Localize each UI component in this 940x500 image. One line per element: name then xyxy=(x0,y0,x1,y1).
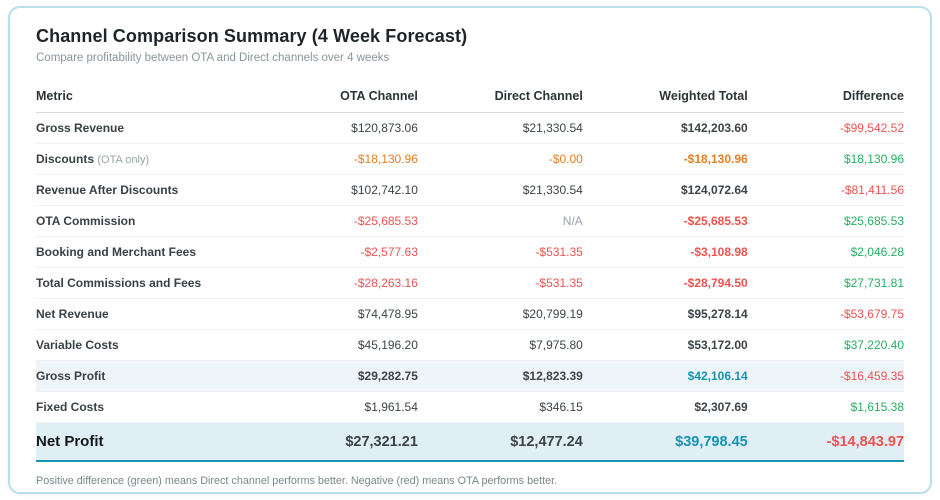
difference-cell: $1,615.38 xyxy=(747,391,904,423)
metric-label: Booking and Merchant Fees xyxy=(36,245,197,259)
table-row: Fixed Costs $1,961.54 $346.15 $2,307.69 … xyxy=(36,391,904,423)
ota-channel-cell: -$2,577.63 xyxy=(279,236,418,268)
direct-channel-cell: -$531.35 xyxy=(417,236,583,268)
metric-cell: Booking and Merchant Fees xyxy=(36,236,280,268)
metric-cell: Variable Costs xyxy=(36,329,280,361)
weighted-total-cell: $95,278.14 xyxy=(582,298,748,330)
metric-label: Variable Costs xyxy=(36,338,119,352)
table-row: Total Commissions and Fees -$28,263.16 -… xyxy=(36,267,904,299)
ota-channel-cell: -$25,685.53 xyxy=(279,205,418,237)
metric-cell: Net Revenue xyxy=(36,298,280,330)
ota-channel-cell: $120,873.06 xyxy=(279,112,418,144)
difference-cell: $27,731.81 xyxy=(747,267,904,299)
page-title: Channel Comparison Summary (4 Week Forec… xyxy=(36,26,468,46)
page-subtitle: Compare profitability between OTA and Di… xyxy=(36,52,390,64)
difference-cell: $25,685.53 xyxy=(747,205,904,237)
table-row: Net Profit $27,321.21 $12,477.24 $39,798… xyxy=(36,422,904,462)
table-row: Gross Profit $29,282.75 $12,823.39 $42,1… xyxy=(36,360,904,392)
direct-channel-cell: $21,330.54 xyxy=(417,174,583,206)
difference-cell: $37,220.40 xyxy=(747,329,904,361)
ota-channel-cell: $1,961.54 xyxy=(279,391,418,423)
weighted-total-cell: $42,106.14 xyxy=(582,360,748,392)
metric-label: Gross Revenue xyxy=(36,121,125,135)
difference-cell: -$99,542.52 xyxy=(747,112,904,144)
table-row: Revenue After Discounts $102,742.10 $21,… xyxy=(36,174,904,206)
weighted-total-cell: $2,307.69 xyxy=(582,391,748,423)
difference-cell: $2,046.28 xyxy=(747,236,904,268)
ota-channel-cell: $45,196.20 xyxy=(279,329,418,361)
metric-label: OTA Commission xyxy=(36,214,136,228)
weighted-total-cell: $39,798.45 xyxy=(582,422,748,462)
table-row: Booking and Merchant Fees -$2,577.63 -$5… xyxy=(36,236,904,268)
metric-cell: Net Profit xyxy=(36,422,280,462)
channel-comparison-card: Channel Comparison Summary (4 Week Forec… xyxy=(8,6,932,494)
metric-cell: Gross Profit xyxy=(36,360,280,392)
difference-cell: -$53,679.75 xyxy=(747,298,904,330)
difference-cell: -$16,459.35 xyxy=(747,360,904,392)
metric-label: Net Revenue xyxy=(36,307,109,321)
ota-channel-cell: -$18,130.96 xyxy=(279,143,418,175)
weighted-total-cell: -$18,130.96 xyxy=(582,143,748,175)
metric-label: Gross Profit xyxy=(36,369,106,383)
weighted-total-cell: $53,172.00 xyxy=(582,329,748,361)
metric-cell: Revenue After Discounts xyxy=(36,174,280,206)
direct-channel-cell: $12,823.39 xyxy=(417,360,583,392)
table-row: Net Revenue $74,478.95 $20,799.19 $95,27… xyxy=(36,298,904,330)
column-header-difference: Difference xyxy=(747,80,904,113)
metric-label: Net Profit xyxy=(36,433,104,450)
table-row: Gross Revenue $120,873.06 $21,330.54 $14… xyxy=(36,112,904,144)
metric-cell: Gross Revenue xyxy=(36,112,280,144)
ota-channel-cell: $74,478.95 xyxy=(279,298,418,330)
channel-comparison-table: Metric OTA Channel Direct Channel Weight… xyxy=(36,80,904,462)
weighted-total-cell: -$3,108.98 xyxy=(582,236,748,268)
ota-channel-cell: $29,282.75 xyxy=(279,360,418,392)
column-header-ota-channel: OTA Channel xyxy=(279,80,418,113)
metric-label: Total Commissions and Fees xyxy=(36,276,202,290)
weighted-total-cell: $142,203.60 xyxy=(582,112,748,144)
table-row: Variable Costs $45,196.20 $7,975.80 $53,… xyxy=(36,329,904,361)
metric-cell: Discounts (OTA only) xyxy=(36,143,280,175)
metric-label: Fixed Costs xyxy=(36,400,105,414)
legend-footnote: Positive difference (green) means Direct… xyxy=(36,475,558,487)
direct-channel-cell: -$531.35 xyxy=(417,267,583,299)
table-row: Discounts (OTA only) -$18,130.96 -$0.00 … xyxy=(36,143,904,175)
direct-channel-cell: $20,799.19 xyxy=(417,298,583,330)
metric-label: Revenue After Discounts xyxy=(36,183,179,197)
column-header-weighted-total: Weighted Total xyxy=(582,80,748,113)
metric-label: Discounts xyxy=(36,152,95,166)
ota-channel-cell: $102,742.10 xyxy=(279,174,418,206)
column-header-direct-channel: Direct Channel xyxy=(417,80,583,113)
metric-note: (OTA only) xyxy=(97,154,150,166)
difference-cell: -$81,411.56 xyxy=(747,174,904,206)
weighted-total-cell: -$28,794.50 xyxy=(582,267,748,299)
direct-channel-cell: -$0.00 xyxy=(417,143,583,175)
direct-channel-cell: N/A xyxy=(417,205,583,237)
ota-channel-cell: -$28,263.16 xyxy=(279,267,418,299)
difference-cell: $18,130.96 xyxy=(747,143,904,175)
difference-cell: -$14,843.97 xyxy=(747,422,904,462)
ota-channel-cell: $27,321.21 xyxy=(279,422,418,462)
metric-cell: OTA Commission xyxy=(36,205,280,237)
direct-channel-cell: $346.15 xyxy=(417,391,583,423)
direct-channel-cell: $21,330.54 xyxy=(417,112,583,144)
metric-cell: Fixed Costs xyxy=(36,391,280,423)
table-header-row: Metric OTA Channel Direct Channel Weight… xyxy=(36,80,904,113)
weighted-total-cell: $124,072.64 xyxy=(582,174,748,206)
weighted-total-cell: -$25,685.53 xyxy=(582,205,748,237)
metric-cell: Total Commissions and Fees xyxy=(36,267,280,299)
direct-channel-cell: $12,477.24 xyxy=(417,422,583,462)
direct-channel-cell: $7,975.80 xyxy=(417,329,583,361)
column-header-metric: Metric xyxy=(36,80,280,113)
table-row: OTA Commission -$25,685.53 N/A -$25,685.… xyxy=(36,205,904,237)
